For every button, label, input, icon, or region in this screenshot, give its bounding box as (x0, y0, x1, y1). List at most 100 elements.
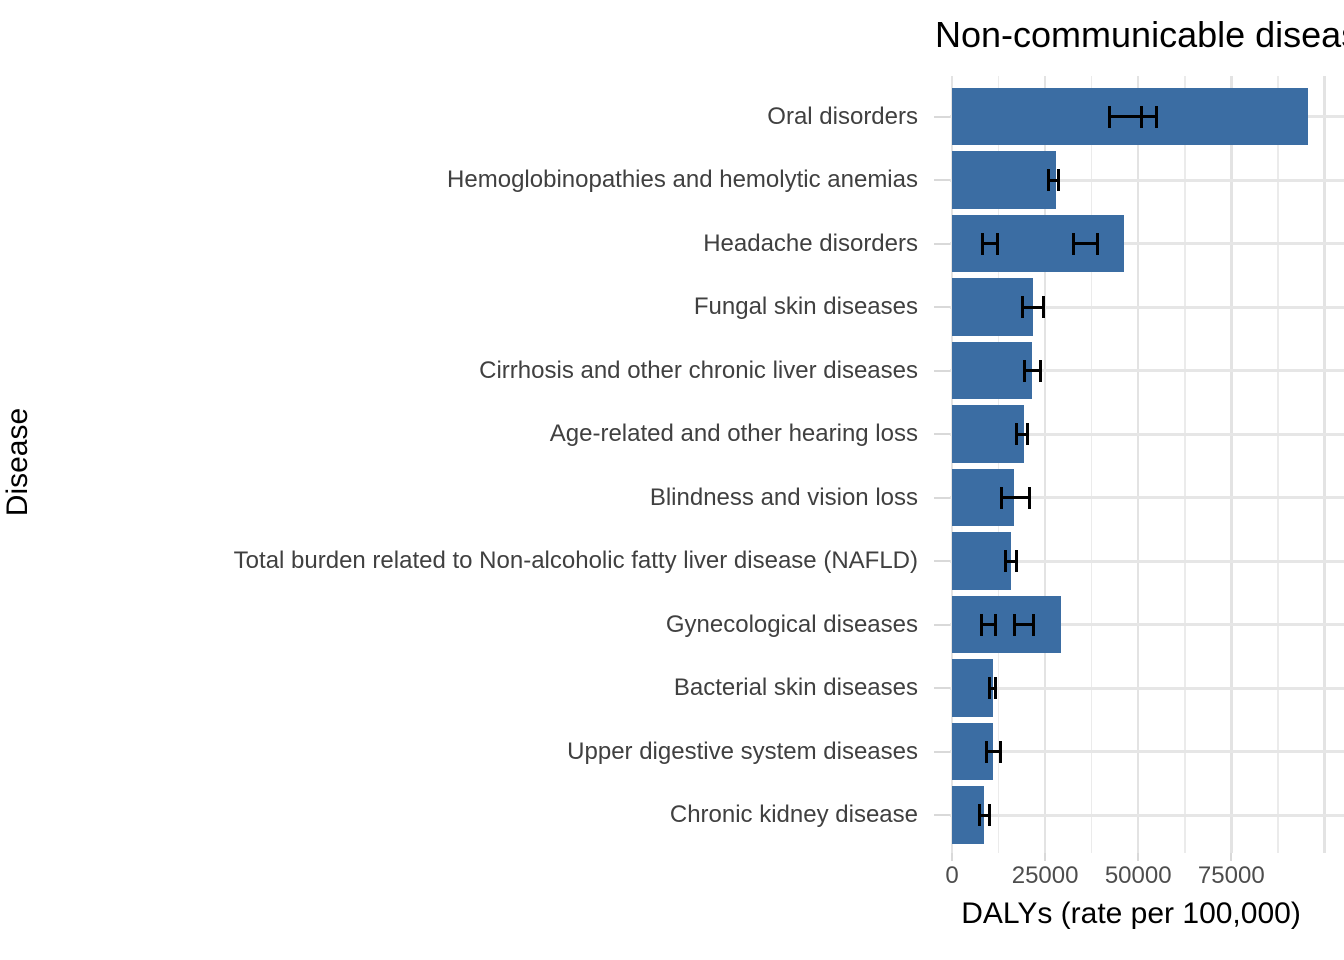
category-label: Bacterial skin diseases (673, 674, 918, 701)
y-gridline (950, 813, 1344, 817)
error-bar-line (1014, 623, 1034, 626)
y-gridline (950, 559, 1344, 563)
error-bar-line (1048, 178, 1059, 182)
x-minor-gridline (1090, 76, 1093, 853)
error-bar-line (1001, 496, 1030, 499)
x-axis-tick (951, 853, 953, 861)
error-bar-line (1141, 115, 1157, 118)
y-axis-tick (934, 623, 950, 626)
x-major-gridline (1043, 76, 1047, 853)
y-gridline (950, 178, 1344, 182)
x-major-gridline (1136, 76, 1140, 853)
error-bar-cap (981, 232, 985, 255)
x-axis-tick (1044, 853, 1047, 861)
error-bar-line (989, 686, 996, 690)
error-bar-cap (1031, 613, 1035, 636)
y-axis-tick (934, 242, 950, 245)
x-axis-title: DALYs (rate per 100,000) (961, 897, 1301, 930)
error-bar-cap (1022, 359, 1026, 382)
error-bar-cap (1140, 105, 1144, 128)
error-bar-line (982, 242, 998, 245)
x-major-gridline (1323, 76, 1326, 853)
x-tick-label: 0 (945, 862, 959, 889)
error-bar-cap (1108, 105, 1112, 128)
y-gridline (950, 369, 1344, 372)
x-minor-gridline (1184, 76, 1186, 853)
error-bar-cap (1038, 359, 1042, 382)
error-bar-cap (994, 677, 998, 699)
error-bar-cap (1015, 423, 1019, 445)
x-major-gridline (1230, 76, 1233, 853)
error-bar-cap (1056, 169, 1060, 191)
y-gridline (950, 623, 1344, 626)
bar (952, 151, 1056, 209)
chart-title: Non-communicable diseases (935, 14, 1344, 55)
x-axis-tick (1137, 853, 1140, 861)
error-bar-cap (1155, 105, 1159, 128)
category-label: Total burden related to Non-alcoholic fa… (233, 547, 918, 574)
y-axis-tick (934, 687, 950, 689)
error-bar-line (1016, 432, 1028, 436)
y-axis-tick (934, 814, 950, 816)
category-label: Upper digestive system diseases (567, 737, 918, 765)
x-tick-label: 50000 (1104, 862, 1172, 889)
bar (952, 405, 1025, 463)
error-bar-cap (987, 804, 991, 826)
error-bar-line (986, 750, 1001, 753)
category-label: Chronic kidney disease (669, 801, 918, 828)
x-tick-label: 75000 (1197, 862, 1265, 889)
error-bar-line (981, 623, 995, 626)
y-axis-tick (934, 750, 950, 753)
error-bar-cap (1021, 296, 1025, 318)
y-axis-tick (934, 179, 950, 181)
y-gridline (950, 432, 1344, 436)
error-bar-cap (1000, 486, 1004, 509)
y-axis-title: Disease (1, 407, 34, 517)
error-bar-cap (1026, 423, 1030, 445)
error-bar-line (979, 813, 990, 817)
error-bar-cap (1041, 296, 1045, 318)
category-label: Hemoglobinopathies and hemolytic anemias (447, 166, 918, 193)
bar (952, 341, 1033, 400)
x-axis-tick (1230, 853, 1233, 861)
y-axis-tick (934, 560, 950, 562)
error-bar-cap (1071, 232, 1075, 255)
error-bar-cap (977, 804, 981, 826)
error-bar-cap (1015, 550, 1019, 572)
error-bar-line (1109, 115, 1142, 118)
category-label: Fungal skin diseases (693, 293, 918, 320)
y-axis-tick (934, 115, 950, 118)
error-bar-cap (996, 232, 1000, 255)
category-label: Age-related and other hearing loss (549, 420, 918, 447)
error-bar-line (1005, 559, 1017, 563)
bar (952, 595, 1061, 654)
x-minor-gridline (997, 76, 1000, 853)
x-minor-gridline (1277, 76, 1279, 853)
error-bar-cap (993, 613, 997, 636)
y-gridline (950, 305, 1344, 309)
error-bar-line (1024, 369, 1041, 372)
y-gridline (950, 496, 1344, 499)
error-bar-cap (1027, 486, 1031, 509)
bar (952, 532, 1012, 590)
category-label: Headache disorders (703, 229, 918, 257)
y-axis-tick (934, 433, 950, 435)
y-gridline (950, 750, 1344, 753)
error-bar-cap (1013, 613, 1017, 636)
error-bar-cap (987, 677, 991, 699)
y-axis-tick (934, 369, 950, 372)
y-gridline (950, 242, 1344, 245)
category-label: Gynecological diseases (665, 610, 918, 638)
bar (952, 278, 1033, 336)
y-axis-tick (934, 306, 950, 308)
y-gridline (950, 686, 1344, 690)
error-bar-cap (985, 740, 989, 763)
category-label: Cirrhosis and other chronic liver diseas… (479, 356, 918, 384)
error-bar-line (1073, 242, 1098, 245)
category-label: Oral disorders (767, 102, 918, 130)
x-major-gridline (950, 76, 954, 853)
category-label: Blindness and vision loss (649, 483, 918, 511)
error-bar-cap (1096, 232, 1100, 255)
